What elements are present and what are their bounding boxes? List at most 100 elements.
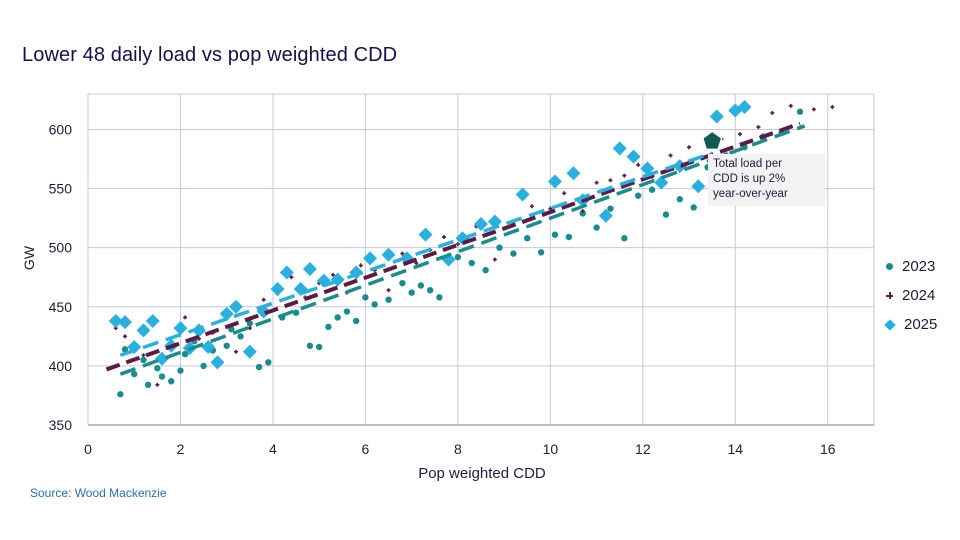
x-tick-label: 4	[269, 441, 277, 457]
point-2025	[418, 227, 433, 242]
point-2023	[417, 282, 425, 289]
y-tick-labels: 350 400 450 500 550 600	[49, 121, 73, 433]
point-2023	[352, 317, 360, 325]
pentagon-marker-icon	[701, 130, 723, 151]
point-2023	[144, 381, 152, 389]
diamond-marker-icon	[884, 318, 896, 331]
y-tick-label: 450	[49, 299, 73, 315]
point-2025	[228, 299, 243, 314]
point-2025	[136, 323, 151, 338]
point-2024	[737, 132, 742, 137]
point-2023	[621, 235, 628, 242]
point-2025	[242, 344, 257, 359]
point-2024	[455, 242, 460, 247]
point-2023	[371, 301, 378, 308]
legend-item-2024[interactable]: 2024	[884, 281, 937, 310]
point-2024	[331, 272, 336, 277]
y-tick-label: 400	[49, 358, 73, 374]
point-2024	[289, 275, 294, 280]
point-2025	[145, 313, 160, 328]
point-2023	[436, 294, 443, 301]
point-2023	[510, 250, 517, 257]
data-points	[108, 100, 835, 398]
point-2023	[154, 365, 161, 372]
point-2023	[325, 323, 332, 331]
point-2024	[183, 315, 188, 320]
y-tick-label: 600	[49, 121, 73, 137]
point-2024	[636, 162, 641, 167]
legend-label: 2023	[902, 258, 936, 275]
point-2023	[648, 186, 656, 193]
point-2024	[608, 178, 613, 183]
point-2024	[386, 288, 391, 293]
legend: 2023 2024 2025	[884, 252, 937, 339]
legend-item-2025[interactable]: 2025	[884, 310, 937, 339]
annotation-line: year-over-year	[713, 188, 788, 200]
point-2025	[117, 315, 132, 330]
point-2025	[598, 208, 613, 223]
point-2024	[756, 125, 761, 130]
point-2025	[474, 217, 488, 232]
point-2023	[292, 309, 300, 316]
legend-item-2023[interactable]: 2023	[884, 252, 937, 281]
point-2023	[223, 342, 230, 349]
point-2023	[200, 362, 207, 370]
point-2024	[122, 334, 127, 339]
point-2024	[492, 257, 497, 262]
point-2025	[547, 174, 562, 189]
point-2023	[265, 359, 272, 366]
point-2024	[562, 191, 567, 196]
point-2023	[315, 343, 323, 351]
point-2023	[468, 259, 475, 267]
chart-title: Lower 48 daily load vs pop weighted CDD	[22, 44, 398, 66]
x-tick-label: 12	[635, 441, 651, 457]
point-2023	[662, 211, 670, 218]
legend-label: 2024	[902, 287, 936, 304]
point-2023	[565, 233, 573, 241]
point-2023	[168, 378, 175, 385]
y-tick-label: 350	[49, 417, 73, 433]
trendline-2023	[119, 124, 806, 376]
point-2023	[306, 342, 314, 349]
point-2025	[108, 313, 123, 328]
point-2023	[537, 249, 545, 256]
point-2024	[400, 251, 405, 256]
point-2025	[302, 261, 317, 276]
point-2023	[524, 235, 531, 242]
point-2025	[737, 100, 752, 115]
point-2023	[158, 373, 166, 380]
point-2024	[788, 103, 793, 108]
point-2023	[607, 205, 614, 212]
point-2023	[635, 192, 642, 199]
point-2023	[408, 289, 415, 296]
point-2023	[131, 370, 138, 378]
point-2023	[140, 356, 147, 364]
x-tick-label: 16	[820, 441, 836, 457]
point-2023	[246, 320, 254, 327]
point-2023	[255, 363, 263, 371]
point-2025	[640, 161, 655, 176]
x-tick-label: 14	[728, 441, 744, 457]
legend-label: 2025	[904, 316, 938, 333]
point-2023	[181, 350, 189, 358]
annotation-marker	[701, 130, 723, 151]
point-2023	[121, 346, 129, 353]
point-2025	[279, 265, 294, 280]
plus-marker-icon	[886, 292, 893, 299]
point-2024	[687, 145, 692, 150]
x-tick-label: 2	[177, 441, 185, 457]
point-2023	[796, 108, 804, 115]
point-2023	[399, 279, 406, 287]
point-2025	[219, 306, 234, 321]
x-tick-label: 8	[454, 441, 462, 457]
point-2025	[381, 247, 396, 262]
y-tick-label: 550	[49, 181, 73, 197]
point-2025	[672, 159, 687, 174]
point-2024	[622, 173, 627, 178]
x-axis-label: Pop weighted CDD	[418, 465, 546, 482]
point-2025	[154, 351, 169, 366]
point-2023	[676, 196, 684, 203]
point-2025	[210, 355, 225, 370]
point-2024	[247, 326, 252, 331]
source-note: Source: Wood Mackenzie	[30, 486, 167, 500]
